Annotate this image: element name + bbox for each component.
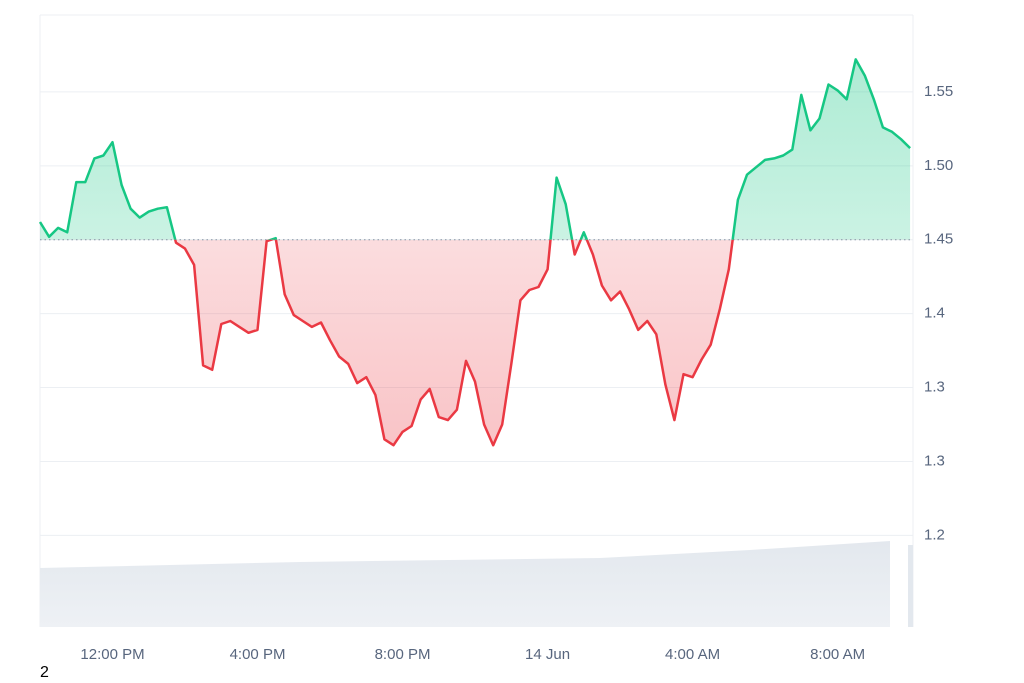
area-down bbox=[175, 239, 733, 446]
x-tick-label: 4:00 AM bbox=[665, 646, 720, 663]
line-down bbox=[173, 239, 734, 447]
annotation: 2 bbox=[40, 664, 49, 681]
x-tick-label: 14 Jun bbox=[525, 646, 570, 663]
x-tick-label: 8:00 PM bbox=[375, 646, 431, 663]
y-tick-label: 1.55 bbox=[924, 83, 953, 100]
x-tick-label: 8:00 AM bbox=[810, 646, 865, 663]
y-tick-label: 1.3 bbox=[924, 379, 945, 396]
y-tick-label: 1.50 bbox=[924, 157, 953, 174]
volume-area bbox=[40, 541, 890, 627]
x-tick-label: 12:00 PM bbox=[80, 646, 144, 663]
volume-bar bbox=[908, 545, 913, 627]
area-up bbox=[40, 59, 911, 240]
y-tick-label: 1.45 bbox=[924, 231, 953, 248]
y-tick-label: 1.3 bbox=[924, 452, 945, 469]
y-tick-label: 1.2 bbox=[924, 526, 945, 543]
y-tick-label: 1.4 bbox=[924, 305, 945, 322]
x-tick-label: 4:00 PM bbox=[230, 646, 286, 663]
line-up bbox=[38, 58, 911, 240]
